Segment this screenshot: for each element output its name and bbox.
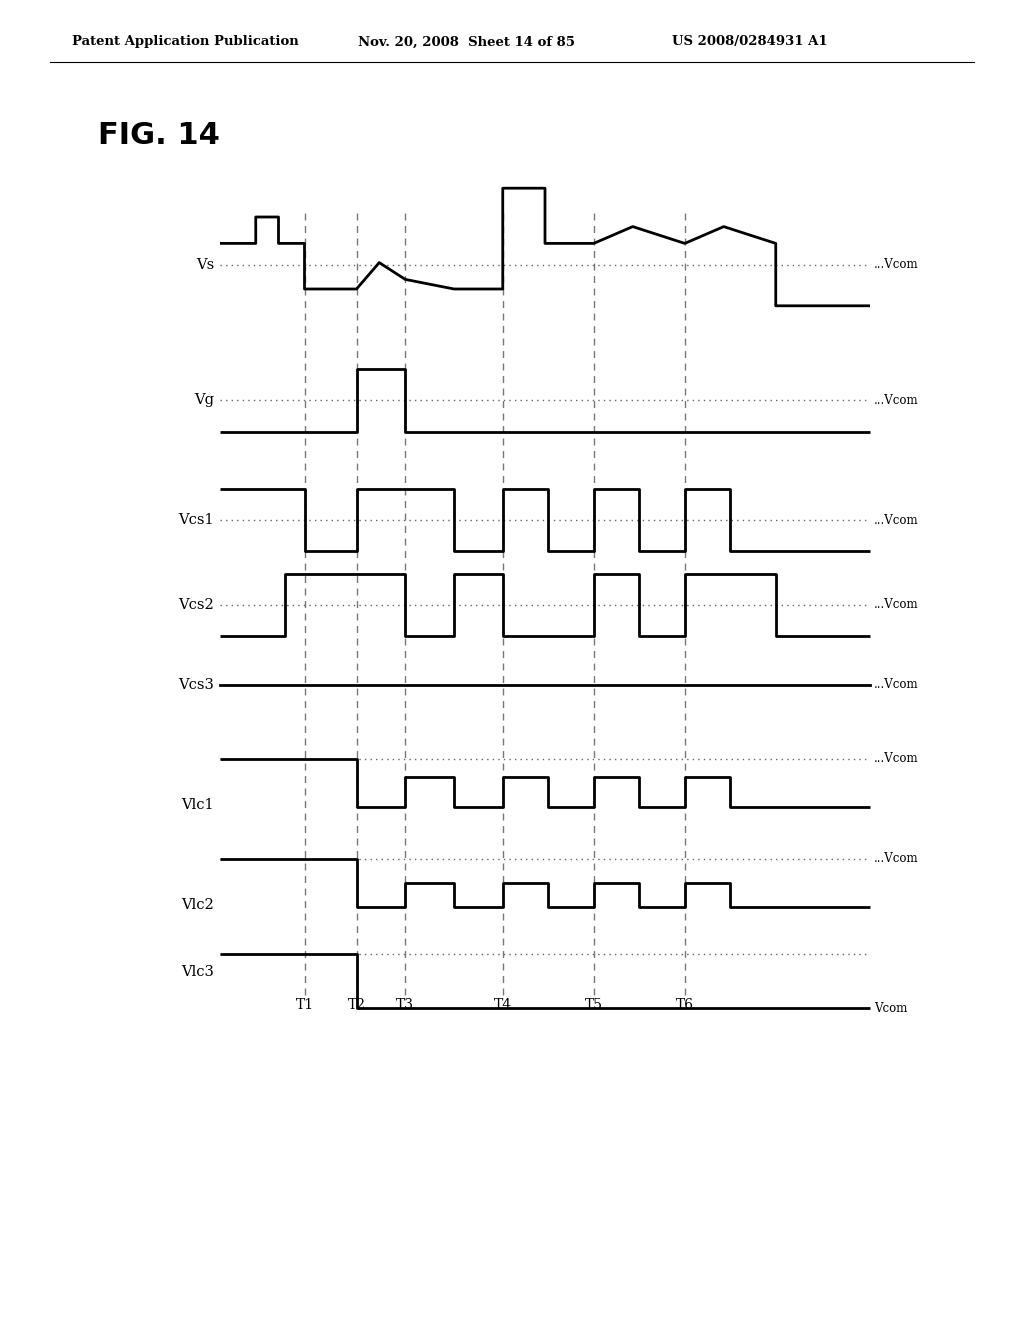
Text: Vcs3: Vcs3 bbox=[178, 678, 214, 692]
Text: Vg: Vg bbox=[194, 393, 214, 407]
Text: ...Vcom: ...Vcom bbox=[874, 598, 919, 611]
Text: ...Vcom: ...Vcom bbox=[874, 678, 919, 692]
Text: Vcs2: Vcs2 bbox=[178, 598, 214, 612]
Text: ...Vcom: ...Vcom bbox=[874, 752, 919, 766]
Text: T2: T2 bbox=[347, 998, 366, 1012]
Text: T3: T3 bbox=[396, 998, 415, 1012]
Text: Vlc1: Vlc1 bbox=[181, 799, 214, 812]
Text: T5: T5 bbox=[585, 998, 603, 1012]
Text: FIG. 14: FIG. 14 bbox=[98, 120, 220, 149]
Text: Vlc2: Vlc2 bbox=[181, 898, 214, 912]
Text: ...Vcom: ...Vcom bbox=[874, 853, 919, 866]
Text: ...Vcom: ...Vcom bbox=[874, 513, 919, 527]
Text: Vlc3: Vlc3 bbox=[181, 965, 214, 979]
Text: Nov. 20, 2008  Sheet 14 of 85: Nov. 20, 2008 Sheet 14 of 85 bbox=[358, 36, 575, 49]
Text: Patent Application Publication: Patent Application Publication bbox=[72, 36, 299, 49]
Text: Vs: Vs bbox=[196, 257, 214, 272]
Text: US 2008/0284931 A1: US 2008/0284931 A1 bbox=[672, 36, 827, 49]
Text: ...Vcom: ...Vcom bbox=[874, 393, 919, 407]
Text: T4: T4 bbox=[494, 998, 512, 1012]
Text: ...Vcom: ...Vcom bbox=[874, 259, 919, 272]
Text: Vcs1: Vcs1 bbox=[178, 513, 214, 527]
Text: Vcom: Vcom bbox=[874, 1002, 907, 1015]
Text: T1: T1 bbox=[296, 998, 313, 1012]
Text: T6: T6 bbox=[676, 998, 693, 1012]
